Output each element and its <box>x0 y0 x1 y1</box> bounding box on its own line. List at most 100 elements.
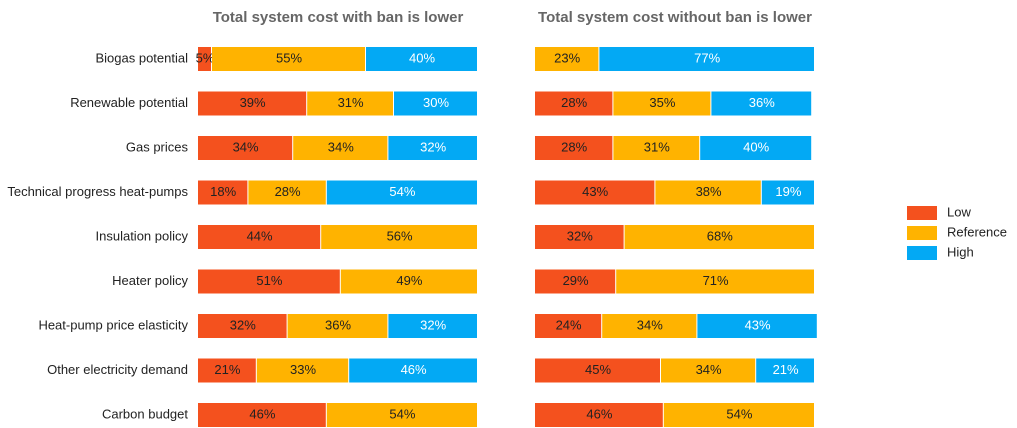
value-label: 43% <box>582 184 608 199</box>
bar-segment <box>655 180 761 205</box>
value-label: 43% <box>745 317 771 332</box>
bar-segment <box>535 225 624 249</box>
value-label: 36% <box>749 95 775 110</box>
bar-segment <box>711 91 812 116</box>
y-tick-label: Insulation policy <box>96 228 189 243</box>
value-label: 54% <box>389 184 415 199</box>
bar-segment <box>535 403 663 427</box>
bar-segment <box>535 358 660 383</box>
chart-title: Total system cost with ban is lower <box>213 9 464 26</box>
value-label: 31% <box>644 139 670 154</box>
bar-segment <box>388 314 477 338</box>
bar-segment <box>326 403 477 427</box>
value-label: 29% <box>563 273 589 288</box>
value-label: 24% <box>556 317 582 332</box>
value-label: 38% <box>696 184 722 199</box>
value-label: 55% <box>276 50 302 65</box>
bar-segment <box>198 180 248 205</box>
value-label: 28% <box>275 184 301 199</box>
value-label: 46% <box>586 406 612 421</box>
value-label: 35% <box>649 95 675 110</box>
value-label: 34% <box>328 139 354 154</box>
bar-segment <box>388 136 477 160</box>
bar-segment <box>321 225 477 249</box>
value-label: 28% <box>561 95 587 110</box>
bar-segment <box>307 91 393 116</box>
bar-segment <box>661 358 756 383</box>
legend-swatch <box>907 226 937 240</box>
y-tick-label: Renewable potential <box>70 95 188 110</box>
bar-segment <box>602 314 697 338</box>
bar-segment <box>198 403 326 427</box>
value-label: 28% <box>561 139 587 154</box>
bar-segment <box>616 269 814 294</box>
y-tick-label: Biogas potential <box>95 50 188 65</box>
bar-segment <box>756 358 814 383</box>
legend-swatch <box>907 206 937 220</box>
value-label: 32% <box>567 228 593 243</box>
value-label: 45% <box>585 362 611 377</box>
bar-segment <box>535 91 613 116</box>
value-label: 40% <box>743 139 769 154</box>
bar-segment <box>198 47 211 71</box>
value-label: 77% <box>694 50 720 65</box>
y-tick-label: Technical progress heat-pumps <box>7 184 188 199</box>
bar-segment <box>697 314 817 338</box>
value-label: 44% <box>247 228 273 243</box>
bar-segment <box>256 358 349 383</box>
bar-segment <box>394 91 477 116</box>
value-label: 54% <box>726 406 752 421</box>
y-tick-label: Heat-pump price elasticity <box>38 317 188 332</box>
value-label: 49% <box>396 273 422 288</box>
bar-segment <box>198 91 307 116</box>
value-label: 56% <box>387 228 413 243</box>
y-tick-label: Carbon budget <box>102 406 188 421</box>
bar-segment <box>198 314 287 338</box>
bar-segment <box>700 136 812 160</box>
bar-segment <box>366 47 477 71</box>
value-label: 31% <box>338 95 364 110</box>
bar-segment <box>198 358 256 383</box>
value-label: 34% <box>233 139 259 154</box>
value-label: 51% <box>256 273 282 288</box>
bar-segment <box>599 47 814 71</box>
bar-segment <box>535 314 602 338</box>
value-label: 23% <box>554 50 580 65</box>
value-label: 5% <box>196 50 215 65</box>
value-label: 33% <box>290 362 316 377</box>
value-label: 30% <box>423 95 449 110</box>
bar-segment <box>326 180 477 205</box>
y-tick-label: Heater policy <box>112 273 188 288</box>
value-label: 32% <box>420 139 446 154</box>
bar-segment <box>761 180 814 205</box>
legend-label: Low <box>947 204 971 219</box>
value-label: 39% <box>240 95 266 110</box>
bar-segment <box>624 225 814 249</box>
bar-segment <box>340 269 477 294</box>
y-tick-label: Gas prices <box>126 139 189 154</box>
bar-segment <box>663 403 814 427</box>
value-label: 46% <box>249 406 275 421</box>
bar-segment <box>613 136 700 160</box>
bar-segment <box>198 225 321 249</box>
value-label: 18% <box>210 184 236 199</box>
bar-segment <box>248 180 326 205</box>
bar-segment <box>535 180 655 205</box>
bar-segment <box>287 314 388 338</box>
chart-title: Total system cost without ban is lower <box>538 9 812 26</box>
value-label: 21% <box>214 362 240 377</box>
value-label: 40% <box>409 50 435 65</box>
value-label: 36% <box>325 317 351 332</box>
bar-segment <box>212 47 365 71</box>
value-label: 21% <box>773 362 799 377</box>
value-label: 19% <box>775 184 801 199</box>
bar-segment <box>293 136 388 160</box>
value-label: 32% <box>230 317 256 332</box>
y-tick-label: Other electricity demand <box>47 362 188 377</box>
value-label: 68% <box>707 228 733 243</box>
bar-segment <box>535 269 616 294</box>
bar-segment <box>535 47 599 71</box>
bar-segment <box>349 358 477 383</box>
value-label: 46% <box>401 362 427 377</box>
